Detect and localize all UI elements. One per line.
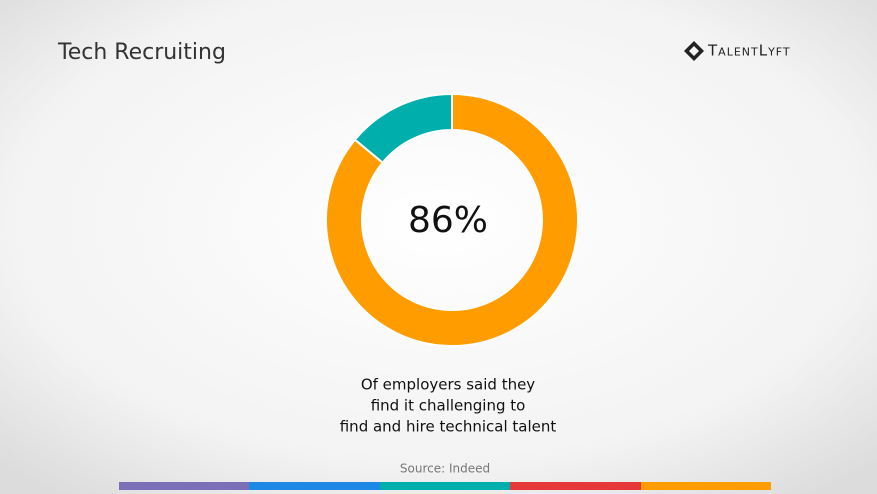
source: Source: Indeed [400,462,490,476]
caption-line: find it challenging to [371,397,526,415]
donut-chart: 86% [325,92,579,347]
bar-segment [641,482,771,490]
slide-title: Tech Recruiting [57,40,226,65]
logo-icon [684,41,704,61]
center-value-label: 86% [408,200,488,241]
caption-line: find and hire technical talent [340,418,557,436]
bar-segment [249,482,380,490]
bar-segment [510,482,641,490]
bar-segment [380,482,510,490]
logo: TalentLyft [684,41,791,61]
color-bar [119,482,771,490]
bar-segment [119,482,249,490]
donut-slice [325,92,579,347]
donut-slice [353,92,453,165]
logo-text: TalentLyft [707,42,791,60]
caption-line: Of employers said they [361,376,535,394]
